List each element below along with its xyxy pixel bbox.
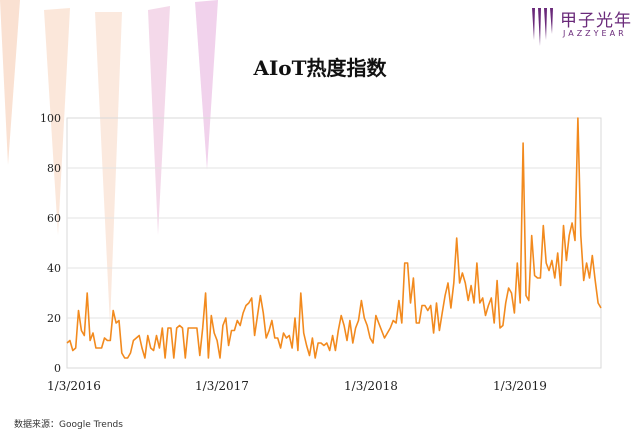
y-axis: 0 20 40 60 80 100 [40,112,61,375]
series-line [66,117,602,359]
y-tick-label: 60 [47,212,61,225]
plot-frame [66,117,602,369]
brand-name: 甲子光年 [560,11,632,31]
source-note: 数据来源：Google Trends [14,420,123,430]
x-axis: 1/3/2016 1/3/2017 1/3/2018 1/3/2019 [47,379,547,393]
decorative-banner-pink [195,0,218,170]
jazzyear-logo-icon [532,8,553,46]
gridlines [67,167,601,319]
x-tick-label: 1/3/2016 [47,379,101,393]
y-tick-label: 80 [47,162,61,175]
y-tick-label: 100 [40,112,61,125]
brand-subtitle: JAZZYEAR [563,29,627,38]
decorative-banner-peach [44,8,70,235]
decorative-banner-peach [0,0,20,165]
brand-logo: 甲子光年 JAZZYEAR [530,4,636,48]
series-group [66,117,602,359]
x-tick-label: 1/3/2017 [195,379,249,393]
x-tick-label: 1/3/2019 [493,379,547,393]
decorative-banner-pink [148,6,170,235]
y-tick-label: 40 [47,262,61,275]
y-tick-label: 20 [47,312,61,325]
x-tick-label: 1/3/2018 [344,379,398,393]
chart-title: AIoT热度指数 [253,56,387,80]
y-tick-label: 0 [54,362,61,375]
